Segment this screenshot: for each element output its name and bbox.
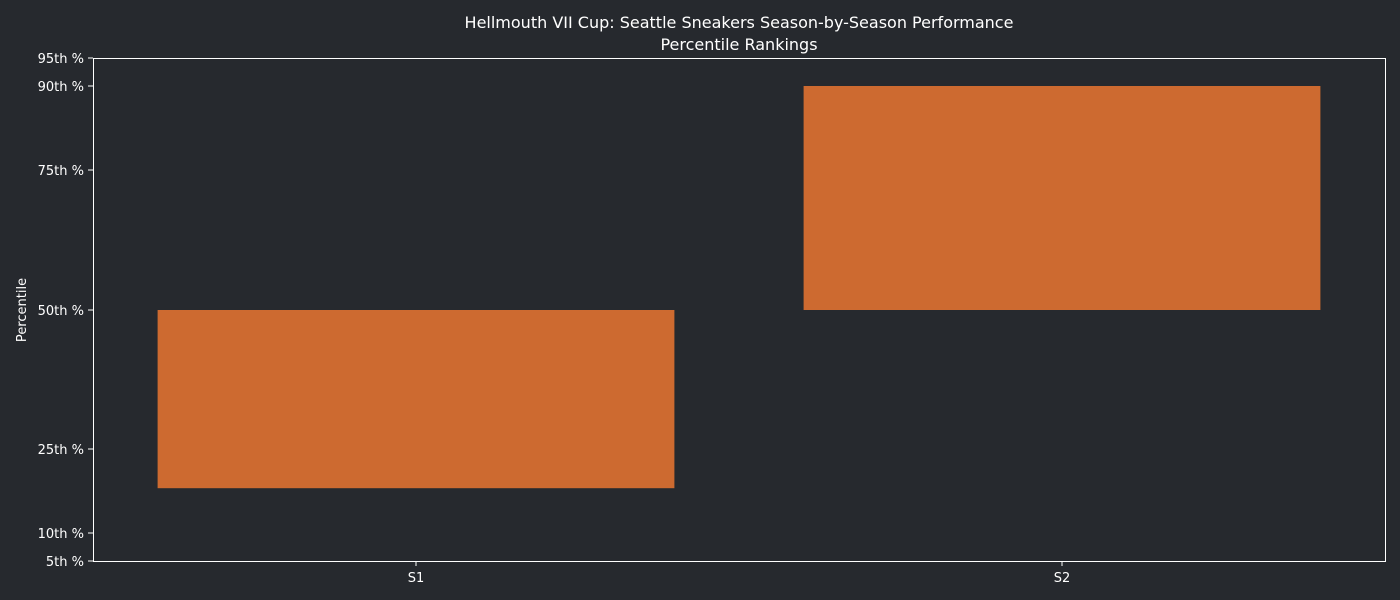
bar-s1 bbox=[157, 310, 675, 489]
x-tick-label: S2 bbox=[1054, 571, 1071, 586]
bar-s2 bbox=[803, 86, 1321, 310]
chart-title: Hellmouth VII Cup: Seattle Sneakers Seas… bbox=[465, 13, 1014, 32]
x-tick-label: S1 bbox=[408, 571, 425, 586]
y-tick-label: 90th % bbox=[38, 80, 84, 95]
plot-area: S1 S2 5th % 10th % 25th % 50th % 75th % 90th % 9… bbox=[38, 52, 1386, 586]
plot-frame bbox=[93, 58, 1386, 562]
chart-subtitle: Percentile Rankings bbox=[660, 35, 817, 54]
y-tick-label: 10th % bbox=[38, 527, 84, 542]
y-tick-label: 5th % bbox=[46, 555, 84, 570]
y-axis-label: Percentile bbox=[15, 278, 30, 342]
y-tick-label: 95th % bbox=[38, 52, 84, 67]
y-tick-label: 25th % bbox=[38, 443, 84, 458]
y-tick-label: 75th % bbox=[38, 164, 84, 179]
y-tick-label: 50th % bbox=[38, 304, 84, 319]
